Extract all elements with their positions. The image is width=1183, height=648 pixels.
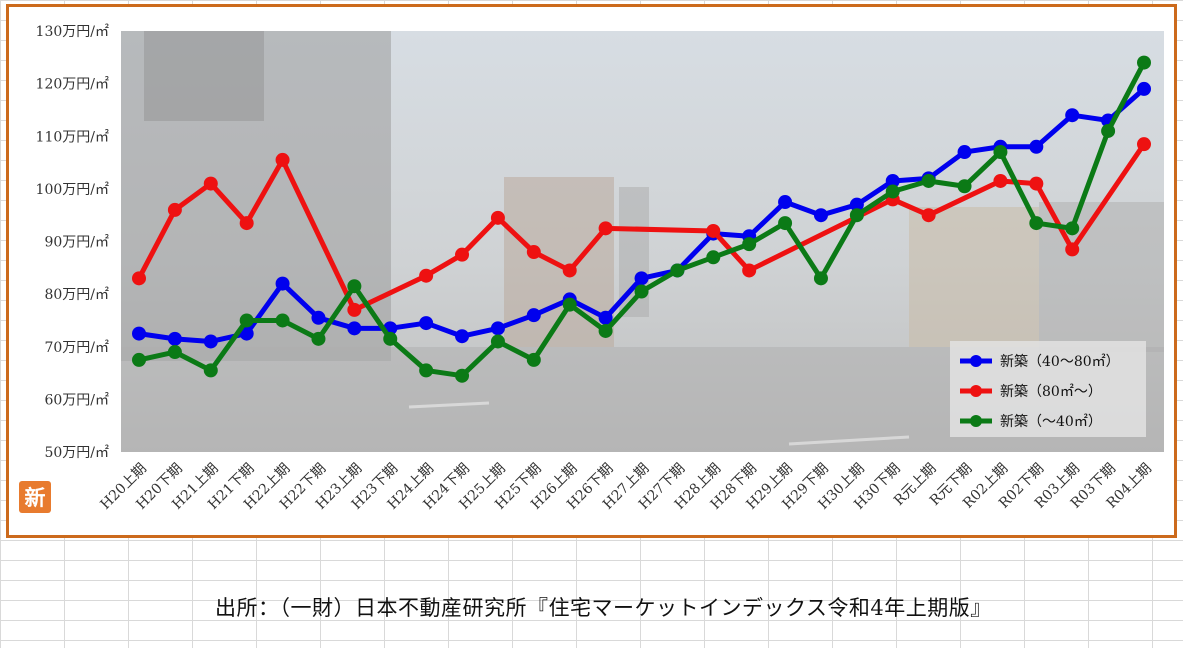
series-line-2 (136, 142, 1147, 313)
y-axis-tick-labels: 50万円/㎡ 60万円/㎡ 70万円/㎡ 80万円/㎡ 90万円/㎡ 100万円/㎡ 110… (36, 24, 109, 461)
series-point (670, 263, 685, 278)
series-point (1029, 216, 1044, 231)
new-badge: 新 (19, 481, 51, 513)
series-point (455, 247, 470, 262)
legend-label: 新築（～40㎡） (1000, 414, 1102, 430)
series-point (1137, 81, 1151, 96)
series-point (419, 268, 434, 283)
series-point (311, 331, 326, 346)
series-point (275, 152, 290, 167)
series-point (849, 208, 864, 223)
series-point (239, 216, 254, 231)
series-point (1029, 176, 1044, 191)
y-tick-label: 100万円/㎡ (36, 182, 109, 198)
series-point (706, 223, 721, 238)
series-point (849, 197, 864, 212)
series-point (419, 316, 434, 331)
series-point (1065, 242, 1080, 257)
series-point (993, 173, 1008, 188)
series-point (347, 302, 362, 317)
series-point (957, 179, 972, 194)
series-point (275, 276, 290, 291)
series-point (562, 297, 577, 312)
series-point (490, 321, 505, 336)
y-tick-label: 60万円/㎡ (44, 392, 109, 408)
series-point (347, 279, 362, 294)
series-point (1137, 137, 1151, 152)
y-tick-label: 110万円/㎡ (36, 129, 109, 145)
series-point (526, 245, 541, 260)
y-tick-label: 130万円/㎡ (36, 24, 109, 40)
series-point (311, 310, 326, 325)
series-point (742, 237, 757, 252)
y-tick-label: 90万円/㎡ (44, 235, 109, 251)
series-point (921, 173, 936, 188)
series-point (203, 176, 218, 191)
new-badge-label: 新 (25, 486, 46, 510)
series-point (275, 313, 290, 328)
series-layer (132, 55, 1151, 383)
series-point (203, 334, 218, 349)
series-point (813, 271, 828, 286)
legend-swatch-marker (970, 355, 982, 367)
legend-swatch-marker (970, 385, 982, 397)
series-point (383, 331, 398, 346)
series-point (1029, 139, 1044, 154)
series-point (455, 368, 470, 383)
y-tick-label: 50万円/㎡ (44, 445, 109, 461)
series-point (167, 345, 182, 360)
legend-label: 新築（40～80㎡） (1000, 354, 1120, 370)
chart-legend: 新築（40～80㎡） 新築（80㎡～） 新築（～40㎡） (950, 341, 1146, 437)
series-point (562, 263, 577, 278)
series-point (455, 329, 470, 344)
series-point (1137, 55, 1151, 70)
legend-swatch-marker (970, 415, 982, 427)
series-point (132, 271, 146, 286)
series-point (885, 184, 900, 199)
series-point (598, 310, 613, 325)
series-point (167, 202, 182, 217)
series-point (598, 323, 613, 338)
series-point (347, 321, 362, 336)
series-point (132, 352, 146, 367)
series-point (598, 221, 613, 236)
y-tick-label: 80万円/㎡ (44, 287, 109, 303)
series-point (132, 326, 146, 341)
source-note: 出所：（一財）日本不動産研究所『住宅マーケットインデックス令和4年上期版』 (215, 596, 992, 620)
series-point (993, 145, 1008, 160)
series-point (778, 195, 793, 210)
series-point (778, 216, 793, 231)
chart-frame: 50万円/㎡ 60万円/㎡ 70万円/㎡ 80万円/㎡ 90万円/㎡ 100万円/㎡ 110… (6, 4, 1177, 538)
series-point (634, 271, 649, 286)
series-point (921, 208, 936, 223)
series-point (419, 363, 434, 378)
series-point (490, 210, 505, 225)
x-axis-tick-labels: H20上期H20下期H21上期H21下期H22上期H22下期H23上期H23下期… (97, 461, 1154, 513)
series-point (1065, 108, 1080, 123)
series-point (1101, 123, 1116, 138)
series-point (957, 145, 972, 160)
series-point (1065, 221, 1080, 236)
legend-label: 新築（80㎡～） (1000, 384, 1102, 400)
series-point (742, 263, 757, 278)
series-point (167, 331, 182, 346)
series-point (526, 352, 541, 367)
series-point (885, 173, 900, 188)
line-chart: 50万円/㎡ 60万円/㎡ 70万円/㎡ 80万円/㎡ 90万円/㎡ 100万円/㎡ 110… (19, 24, 1164, 513)
series-point (239, 313, 254, 328)
y-tick-label: 120万円/㎡ (36, 77, 109, 93)
series-point (813, 208, 828, 223)
series-point (490, 334, 505, 349)
series-point (239, 326, 254, 341)
series-point (526, 308, 541, 323)
series-point (634, 284, 649, 299)
series-point (706, 250, 721, 265)
y-tick-label: 70万円/㎡ (44, 340, 109, 356)
series-point (203, 363, 218, 378)
